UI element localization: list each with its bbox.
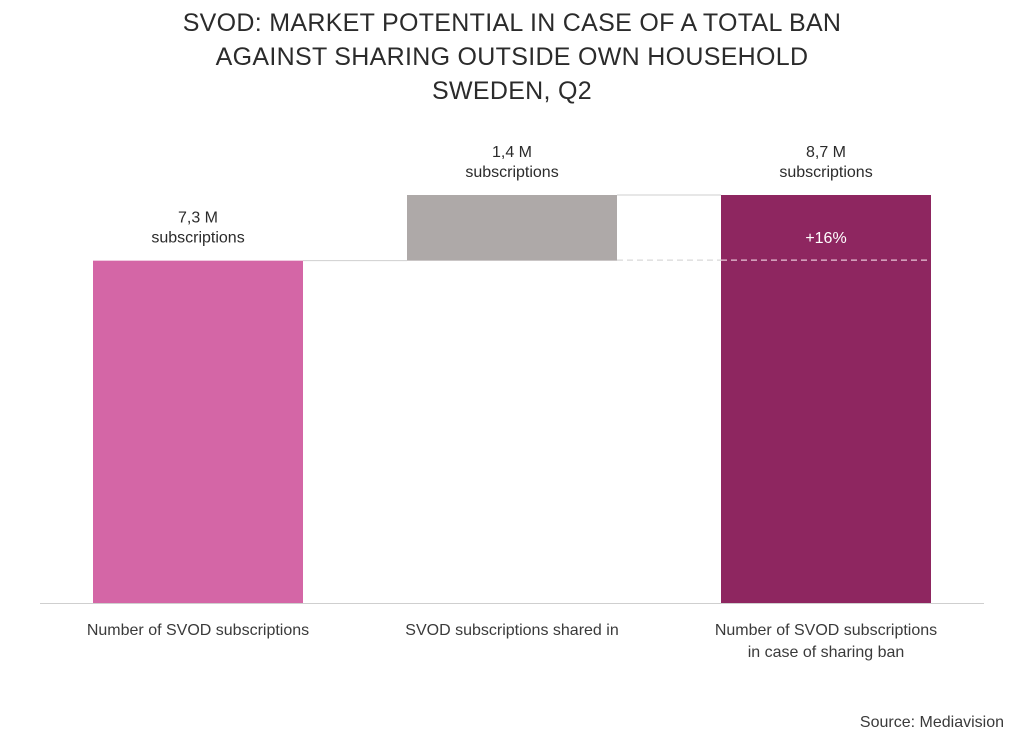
chart-title: SVOD: MARKET POTENTIAL IN CASE OF A TOTA… — [0, 6, 1024, 108]
data-label: 8,7 M subscriptions — [779, 144, 872, 181]
data-label-line: subscriptions — [151, 230, 244, 247]
data-label-line: 8,7 M — [806, 144, 846, 161]
x-tick-label-line: Number of SVOD subscriptions — [714, 622, 938, 639]
bar-current-subscriptions — [93, 260, 303, 603]
data-label-line: 1,4 M — [492, 144, 532, 161]
x-tick-label-line: Number of SVOD subscriptions — [86, 622, 310, 639]
title-line-3: SWEDEN, Q2 — [432, 77, 592, 105]
growth-annotation: +16% — [805, 230, 846, 247]
data-label-line: subscriptions — [779, 164, 872, 181]
source-note: Source: Mediavision — [859, 714, 1004, 731]
x-tick-label-line: in case of sharing ban — [747, 644, 905, 661]
bar-shared-subscriptions — [407, 195, 617, 261]
data-label: 7,3 M subscriptions — [151, 210, 244, 247]
x-tick-label: Number of SVOD subscriptions in case of s… — [696, 620, 956, 664]
title-line-1: SVOD: MARKET POTENTIAL IN CASE OF A TOTA… — [182, 9, 842, 37]
x-tick-label-line: SVOD subscriptions shared in — [405, 622, 619, 639]
title-line-2: AGAINST SHARING OUTSIDE OWN HOUSEHOLD — [215, 43, 809, 71]
x-tick-label: Number of SVOD subscriptions — [68, 620, 328, 642]
bar-sharing-ban-subscriptions — [721, 195, 931, 603]
data-label-line: 7,3 M — [178, 210, 218, 227]
data-label: 1,4 M subscriptions — [465, 144, 558, 181]
data-label-line: subscriptions — [465, 164, 558, 181]
x-tick-label: SVOD subscriptions shared in — [382, 620, 642, 642]
